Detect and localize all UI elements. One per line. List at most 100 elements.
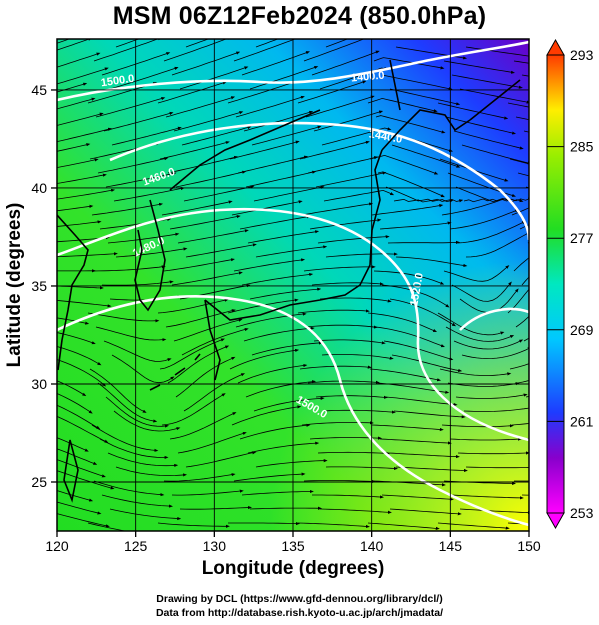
streamline: [451, 494, 524, 500]
streamline: [239, 215, 311, 230]
streamline: [437, 102, 509, 120]
contour-line: [459, 307, 529, 331]
streamline: [387, 240, 460, 244]
streamline: [536, 464, 599, 467]
streamline: [57, 416, 109, 443]
streamline: [185, 39, 210, 48]
y-axis-ticks: 25 30 35 40 45: [31, 82, 57, 490]
map-title: MSM 06Z12Feb2024 (850.0hPa): [112, 2, 487, 30]
grid: [57, 39, 529, 531]
streamline: [103, 111, 174, 132]
streamline: [443, 60, 515, 74]
streamline: [441, 424, 514, 428]
streamline: [445, 116, 517, 135]
streamline: [317, 451, 390, 455]
streamline: [247, 441, 320, 454]
x-tick-label: 130: [203, 538, 227, 554]
streamline: [455, 393, 528, 399]
streamline: [87, 312, 160, 323]
streamline: [369, 154, 439, 175]
streamline: [317, 235, 390, 244]
streamline: [515, 116, 529, 121]
streamline: [171, 51, 241, 76]
colorbar-label: 253: [570, 505, 594, 521]
streamline: [165, 96, 236, 118]
streamline: [373, 57, 445, 70]
streamline: [305, 324, 378, 329]
streamline: [507, 102, 529, 108]
streamline: [245, 170, 317, 188]
streamline: [445, 326, 515, 342]
streamline: [301, 202, 374, 216]
streamline: [391, 144, 461, 168]
streamline: [375, 115, 446, 134]
streamline: [325, 466, 398, 471]
streamline: [309, 436, 382, 440]
colorbar-label: 285: [570, 139, 594, 155]
streamline: [109, 66, 179, 90]
streamline: [309, 218, 382, 230]
streamline: [115, 247, 188, 258]
streamline: [93, 39, 162, 62]
streamline: [313, 110, 384, 132]
y-tick-label: 30: [31, 376, 47, 392]
streamline: [385, 186, 454, 203]
colorbar: 293 285 277 269 261 253: [546, 38, 594, 530]
streamline: [387, 452, 460, 459]
streamline: [228, 521, 300, 526]
streamline: [91, 202, 164, 216]
streamline: [159, 141, 230, 160]
streamline: [57, 300, 112, 308]
streamline: [57, 97, 96, 110]
streamline: [249, 66, 319, 90]
streamline: [247, 230, 320, 244]
streamline: [395, 256, 468, 268]
streamline: [377, 171, 445, 198]
streamline: [453, 130, 524, 150]
streamline: [101, 494, 173, 508]
streamline: [315, 395, 388, 399]
streamline: [251, 125, 322, 146]
streamline: [312, 494, 384, 499]
streamline: [253, 185, 325, 202]
streamline: [163, 39, 232, 62]
x-tick-label: 135: [281, 538, 305, 554]
streamline: [437, 312, 505, 336]
streamline: [459, 88, 529, 104]
streamline: [57, 346, 102, 366]
streamline: [437, 522, 510, 530]
streamline: [367, 522, 440, 530]
streamline: [107, 452, 179, 468]
streamline: [171, 489, 244, 496]
streamline: [227, 81, 297, 104]
streamline: [237, 363, 308, 384]
streamline: [57, 52, 101, 68]
streamline: [57, 204, 94, 212]
streamline: [239, 423, 311, 440]
streamline: [57, 67, 109, 85]
streamline: [465, 46, 529, 57]
streamline: [457, 451, 529, 455]
streamline: [534, 398, 599, 411]
credits: Drawing by DCL (https://www.gfd-dennou.o…: [0, 592, 599, 620]
streamline: [514, 480, 529, 482]
streamline: [229, 140, 300, 160]
streamline: [389, 298, 457, 327]
streamline: [371, 424, 444, 432]
streamline: [457, 221, 527, 244]
streamline: [297, 522, 370, 529]
streamline: [461, 347, 529, 360]
streamline: [229, 348, 300, 370]
streamline: [115, 466, 188, 477]
streamline: [233, 39, 302, 62]
streamline: [169, 412, 237, 440]
streamline: [449, 209, 519, 230]
streamline: [57, 501, 102, 515]
coastlines: [57, 59, 521, 503]
streamline: [161, 200, 233, 216]
streamline: [231, 200, 303, 216]
x-tick-label: 150: [517, 538, 541, 554]
streamline: [253, 396, 325, 412]
streamline: [515, 315, 529, 328]
streamline: [57, 359, 107, 387]
